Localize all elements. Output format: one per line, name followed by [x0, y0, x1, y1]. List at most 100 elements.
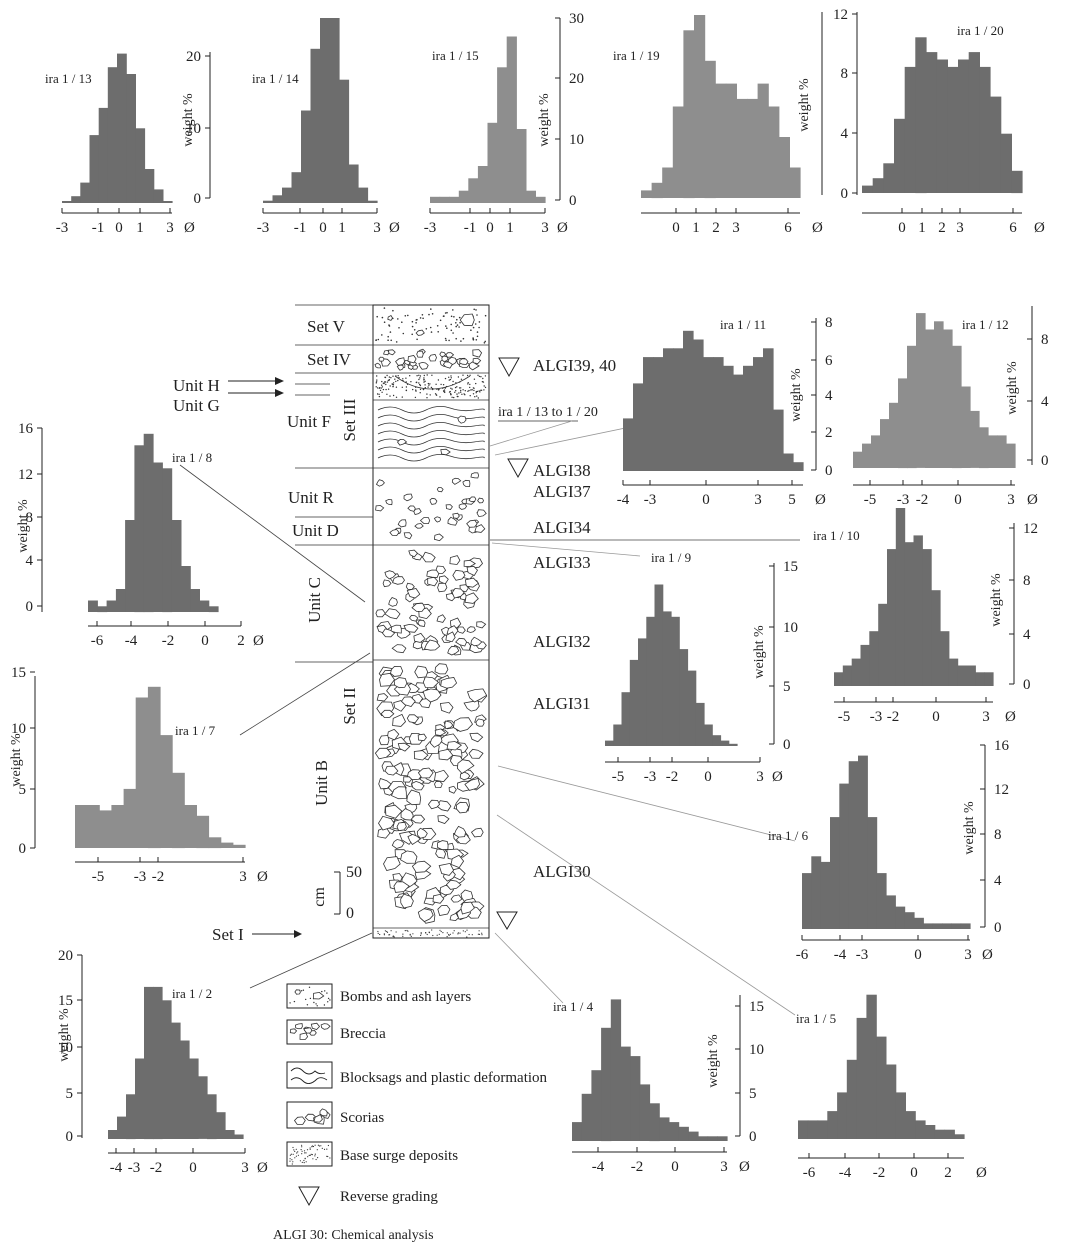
ash-dot: [388, 324, 390, 326]
ash-dot: [308, 1154, 310, 1156]
ash-dot: [423, 381, 425, 383]
unit-b-label: Unit B: [312, 760, 331, 806]
histogram-bar: [858, 755, 868, 929]
ash-dot: [418, 374, 420, 376]
x-tick-label: -4: [617, 492, 630, 508]
ash-dot: [309, 1154, 311, 1156]
clast: [464, 577, 480, 588]
y-tick-label: 2: [825, 425, 833, 441]
ash-dot: [423, 379, 425, 381]
clast: [466, 519, 478, 528]
histogram-bar: [147, 686, 161, 849]
unit-d-label: Unit D: [292, 521, 339, 540]
deformation-line: [394, 375, 471, 390]
histogram-title: ira 1 / 2: [172, 986, 212, 1001]
clast: [449, 555, 461, 565]
ash-dot: [381, 391, 383, 393]
clast: [434, 728, 447, 736]
ash-dot: [401, 396, 403, 398]
ash-dot: [443, 390, 445, 393]
histogram-bar: [988, 435, 998, 468]
histogram-bar: [860, 644, 870, 686]
ash-dot: [419, 317, 422, 319]
histogram-bar: [693, 339, 704, 471]
ash-dot: [472, 387, 475, 389]
ash-dot: [469, 374, 471, 376]
histogram-bar: [291, 172, 302, 203]
ash-dot: [379, 389, 382, 392]
histogram-bar: [468, 178, 479, 203]
x-tick-label: -2: [150, 1160, 163, 1176]
ash-dot: [477, 397, 479, 399]
clast: [445, 352, 455, 358]
ash-dot: [429, 383, 431, 385]
ash-dot: [378, 387, 380, 389]
clast: [436, 614, 446, 623]
histogram-bar: [895, 508, 906, 686]
clast: [391, 839, 405, 849]
ash-dot: [478, 375, 481, 378]
ash-dot: [386, 930, 388, 933]
set-ii-label: Set II: [340, 687, 359, 725]
ash-dot: [423, 377, 425, 379]
clast: [393, 677, 408, 689]
y-tick-label: 5: [19, 782, 27, 798]
y-tick-label: 0: [994, 920, 1002, 936]
histogram-bar: [695, 702, 705, 746]
ash-dot: [375, 386, 377, 388]
ash-dot: [306, 1149, 309, 1151]
clast: [468, 361, 480, 371]
clast: [289, 1028, 298, 1034]
ash-dot: [452, 380, 454, 383]
clast: [385, 499, 393, 506]
ash-dot: [375, 381, 378, 383]
histogram-bar: [87, 805, 100, 848]
histogram-bar: [715, 83, 727, 198]
ash-dot: [431, 929, 433, 931]
ash-dot: [419, 388, 422, 391]
ash-dot: [476, 335, 479, 338]
ash-dot: [388, 379, 390, 381]
histogram-bar: [936, 59, 948, 193]
ash-dot: [380, 387, 382, 389]
ash-dot: [312, 1158, 314, 1160]
clast: [294, 1023, 303, 1030]
unit-h-label: Unit H: [173, 376, 220, 395]
y-axis-label: weight %: [1005, 361, 1020, 415]
histogram-bar: [789, 167, 801, 198]
x-tick-label: -4: [110, 1160, 123, 1176]
ash-dot: [450, 394, 452, 396]
ash-dot: [466, 374, 469, 377]
y-axis-label: weight %: [9, 733, 24, 787]
histogram-bar: [601, 1027, 612, 1142]
clast: [427, 576, 439, 587]
base-surge-pattern: [289, 1144, 331, 1165]
ash-dot: [293, 1000, 296, 1003]
ash-dot: [392, 382, 395, 384]
y-tick-label: 0: [19, 841, 27, 857]
histogram-bar: [108, 1130, 118, 1139]
ash-dot: [292, 1161, 294, 1163]
histogram-bar: [876, 1036, 887, 1139]
ash-dot: [458, 326, 460, 328]
histogram-bar: [944, 1129, 955, 1139]
ash-dot: [443, 389, 446, 391]
clast: [407, 833, 421, 846]
ash-dot: [448, 379, 450, 381]
legend-note: ALGI 30: Chemical analysis: [273, 1228, 434, 1243]
ash-dot: [402, 935, 404, 938]
histogram-bar: [581, 1093, 592, 1141]
ash-dot: [388, 934, 390, 936]
clast: [472, 349, 483, 358]
clast: [417, 619, 426, 627]
histogram-bar: [162, 1000, 172, 1139]
histogram-bar: [208, 837, 222, 849]
ash-dot: [459, 321, 461, 324]
set-i-arrowhead: [294, 930, 302, 938]
reverse-grading-marker: [507, 458, 529, 479]
histogram-bar: [931, 590, 941, 686]
ash-dot: [477, 933, 479, 935]
clast: [397, 519, 407, 528]
histogram-title: ira 1 / 5: [796, 1011, 836, 1026]
set-iii-label: Set III: [340, 398, 359, 441]
